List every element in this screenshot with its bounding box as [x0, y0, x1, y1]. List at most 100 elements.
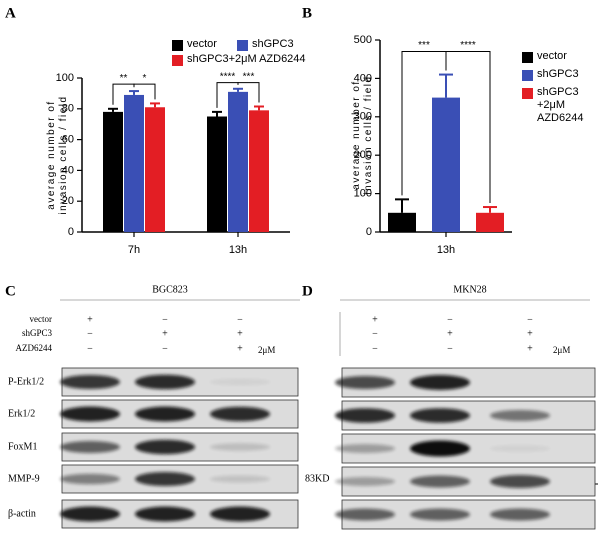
significance-label: ****	[220, 71, 236, 82]
significance-label: **	[120, 73, 128, 84]
protein-label: β-actin	[8, 508, 36, 519]
cell-line: MKN28	[453, 284, 486, 295]
condition-sign: −	[162, 343, 168, 354]
condition-sign: +	[447, 328, 453, 339]
significance-label: ***	[418, 40, 430, 51]
condition-sign: +	[527, 343, 533, 354]
x-tick-label: 13h	[437, 244, 455, 256]
significance-label: ***	[243, 71, 255, 82]
blot-band	[335, 408, 395, 423]
y-tick-label: 0	[68, 226, 74, 238]
panel-letter: D	[302, 283, 313, 299]
condition-label: shGPC3	[22, 328, 53, 338]
bar	[207, 116, 227, 232]
dose: 2μM	[553, 345, 570, 355]
condition-sign: −	[372, 343, 378, 354]
legend-swatch	[522, 52, 533, 63]
blot-band	[490, 508, 550, 521]
condition-sign: +	[162, 328, 168, 339]
blot-band	[410, 408, 470, 423]
bar	[249, 110, 269, 232]
legend-label: vector	[537, 50, 567, 62]
legend-swatch	[172, 40, 183, 51]
blot-band	[410, 375, 470, 390]
significance-label: ****	[460, 40, 476, 51]
condition-sign: +	[237, 343, 243, 354]
blot-band	[60, 473, 120, 485]
condition-sign: +	[527, 328, 533, 339]
blot-band	[60, 506, 120, 522]
condition-sign: +	[372, 314, 378, 325]
y-tick-label: 100	[354, 188, 372, 200]
dose: 2μM	[258, 345, 275, 355]
y-tick-label: 500	[354, 34, 372, 46]
condition-sign: −	[372, 328, 378, 339]
legend-label: shGPC3	[537, 68, 579, 80]
y-tick-label: 100	[56, 72, 74, 84]
panel-letter: B	[302, 5, 312, 21]
protein-label: P-Erk1/2	[8, 376, 44, 387]
y-tick-label: 300	[354, 111, 372, 123]
legend-swatch	[172, 55, 183, 66]
blot-band	[135, 472, 195, 486]
blot-band	[135, 406, 195, 422]
blot-band	[410, 440, 470, 457]
bar	[145, 107, 165, 232]
blot-band	[335, 376, 395, 389]
significance-label: *	[143, 73, 147, 84]
blot-band	[335, 477, 395, 486]
blot-band	[60, 375, 120, 389]
blot-band	[210, 475, 270, 483]
significance-bracket	[133, 83, 156, 100]
y-tick-label: 80	[62, 103, 74, 115]
blot-band	[210, 443, 270, 451]
protein-label: Erk1/2	[8, 408, 35, 419]
y-tick-label: 40	[62, 164, 74, 176]
y-tick-label: 400	[354, 72, 372, 84]
legend-label: shGPC3 +2μM AZD6244	[537, 86, 584, 124]
condition-sign: −	[447, 343, 453, 354]
blot-band	[60, 406, 120, 422]
legend-label: shGPC3+2μM AZD6244	[187, 53, 306, 65]
legend-swatch	[237, 40, 248, 51]
y-axis-label: average number of invasion cells / field	[351, 75, 374, 195]
significance-bracket	[237, 82, 260, 103]
blot-band	[135, 374, 195, 390]
protein-label: FoxM1	[8, 441, 37, 452]
condition-sign: −	[237, 314, 243, 325]
blot-band	[135, 506, 195, 522]
panel-letter: C	[5, 283, 16, 299]
blot-band	[210, 378, 270, 386]
condition-sign: −	[162, 314, 168, 325]
x-tick-label: 7h	[128, 244, 140, 256]
bar	[476, 212, 504, 232]
condition-sign: +	[87, 314, 93, 325]
legend-swatch	[522, 88, 533, 99]
condition-sign: −	[447, 314, 453, 325]
condition-sign: −	[87, 328, 93, 339]
bar	[103, 111, 123, 232]
legend-swatch	[522, 70, 533, 81]
blot-band	[335, 444, 395, 453]
condition-sign: −	[527, 314, 533, 325]
blot-band	[210, 406, 270, 422]
condition-label: AZD6244	[16, 343, 53, 353]
legend-label: shGPC3	[252, 38, 294, 50]
significance-bracket	[445, 51, 491, 204]
blot-band	[335, 508, 395, 521]
blot-band	[60, 441, 120, 453]
blot-band	[490, 445, 550, 452]
blot-band	[410, 475, 470, 488]
blot-band	[490, 475, 550, 488]
panel-letter: A	[5, 5, 16, 21]
condition-sign: +	[237, 328, 243, 339]
blot-band	[410, 508, 470, 521]
y-tick-label: 20	[62, 195, 74, 207]
legend-label: vector	[187, 38, 217, 50]
x-tick-label: 13h	[229, 244, 247, 256]
protein-label: MMP-9	[8, 473, 40, 484]
bar	[432, 97, 460, 232]
y-tick-label: 0	[366, 226, 372, 238]
